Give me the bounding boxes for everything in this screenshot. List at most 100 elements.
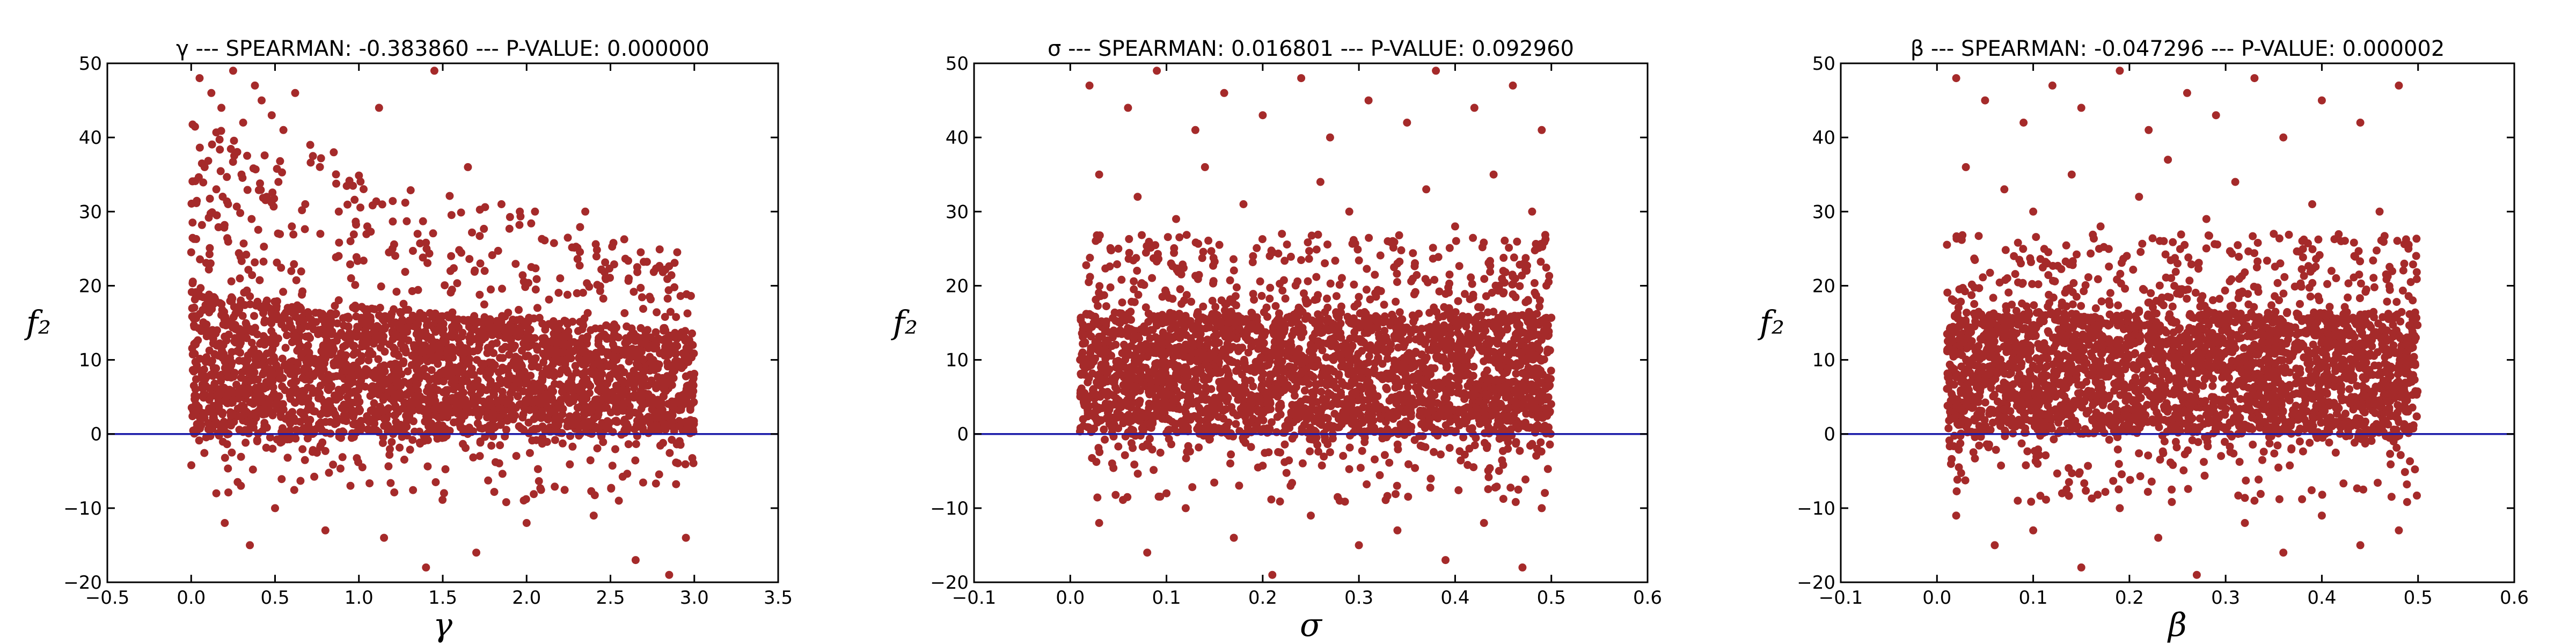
scatter-point	[603, 333, 611, 341]
scatter-point	[385, 451, 394, 459]
scatter-point	[411, 397, 420, 405]
scatter-point	[1144, 309, 1153, 318]
scatter-point	[1233, 359, 1241, 368]
scatter-point	[269, 331, 278, 340]
scatter-point	[513, 392, 522, 400]
scatter-point	[459, 368, 467, 377]
scatter-point	[547, 396, 555, 404]
scatter-point	[1221, 405, 1230, 414]
scatter-point	[591, 324, 599, 333]
scatter-point	[675, 422, 684, 430]
scatter-point	[528, 436, 537, 445]
scatter-point	[440, 387, 448, 396]
scatter-point	[351, 281, 360, 289]
scatter-point	[215, 135, 224, 144]
scatter-point	[480, 300, 488, 309]
scatter-point	[556, 416, 565, 425]
scatter-point	[200, 449, 209, 457]
scatter-point	[396, 443, 404, 452]
scatter-point	[288, 338, 296, 347]
scatter-point	[415, 404, 424, 412]
scatter-point	[447, 371, 455, 380]
scatter-point	[270, 194, 279, 203]
scatter-point	[317, 154, 325, 163]
scatter-point	[394, 365, 403, 374]
scatter-point	[539, 339, 548, 348]
scatter-point	[297, 267, 305, 276]
scatter-point	[317, 418, 325, 427]
scatter-point	[584, 379, 592, 388]
scatter-point	[1126, 363, 1135, 371]
scatter-point	[515, 370, 524, 378]
scatter-point	[1141, 381, 1149, 390]
scatter-point	[434, 421, 443, 429]
scatter-point	[367, 415, 376, 424]
scatter-point	[593, 444, 602, 452]
scatter-point	[426, 384, 435, 392]
scatter-point	[655, 245, 664, 254]
scatter-point	[359, 257, 368, 265]
scatter-point	[402, 217, 411, 225]
scatter-point	[1547, 400, 1555, 408]
scatter-point	[325, 469, 333, 477]
scatter-point	[326, 398, 334, 406]
scatter-point	[309, 372, 318, 380]
scatter-point	[224, 200, 232, 208]
scatter-point	[509, 316, 517, 324]
scatter-point	[1480, 370, 1489, 379]
scatter-point	[603, 379, 612, 388]
scatter-point	[642, 258, 651, 266]
scatter-point	[331, 302, 339, 310]
scatter-point	[1214, 413, 1223, 421]
scatter-point	[187, 461, 195, 470]
scatter-point	[1317, 387, 1326, 396]
scatter-point	[266, 433, 274, 442]
scatter-point	[682, 388, 690, 397]
scatter-point	[464, 405, 472, 413]
scatter-point	[1365, 378, 1374, 386]
scatter-point	[251, 324, 259, 332]
scatter-point	[571, 362, 580, 370]
scatter-point	[362, 365, 370, 374]
scatter-point	[445, 192, 454, 200]
scatter-point	[205, 250, 214, 259]
scatter-point	[688, 329, 696, 338]
scatter-point	[652, 479, 660, 488]
scatter-point	[1385, 458, 1394, 467]
scatter-point	[357, 303, 366, 311]
scatter-point	[344, 323, 353, 331]
scatter-point	[1254, 345, 1262, 353]
scatter-point	[667, 271, 676, 280]
scatter-point	[434, 351, 442, 360]
scatter-point	[301, 456, 309, 464]
scatter-point	[310, 429, 318, 437]
scatter-point	[260, 419, 269, 427]
scatter-point	[283, 435, 291, 444]
scatter-point	[271, 504, 279, 513]
scatter-point	[448, 323, 456, 331]
scatter-point	[527, 263, 536, 272]
scatter-point	[1335, 310, 1343, 318]
scatter-point	[438, 401, 447, 410]
scatter-point	[422, 563, 430, 572]
scatter-point	[214, 352, 223, 360]
scatter-point	[346, 260, 354, 269]
scatter-point	[586, 350, 594, 358]
scatter-point	[229, 313, 238, 321]
scatter-point	[204, 265, 213, 274]
scatter-point	[1114, 442, 1123, 451]
scatter-point	[1121, 313, 1129, 321]
scatter-point	[401, 268, 409, 276]
scatter-point	[558, 439, 567, 448]
scatter-point	[527, 219, 536, 228]
scatter-point	[223, 173, 231, 181]
scatter-point	[525, 392, 533, 400]
scatter-point	[288, 222, 296, 231]
scatter-point	[1383, 354, 1392, 363]
scatter-point	[545, 295, 553, 304]
scatter-point	[373, 322, 381, 331]
scatter-point	[620, 235, 628, 244]
scatter-point	[257, 186, 265, 194]
scatter-point	[1480, 357, 1488, 365]
scatter-point	[631, 556, 640, 565]
